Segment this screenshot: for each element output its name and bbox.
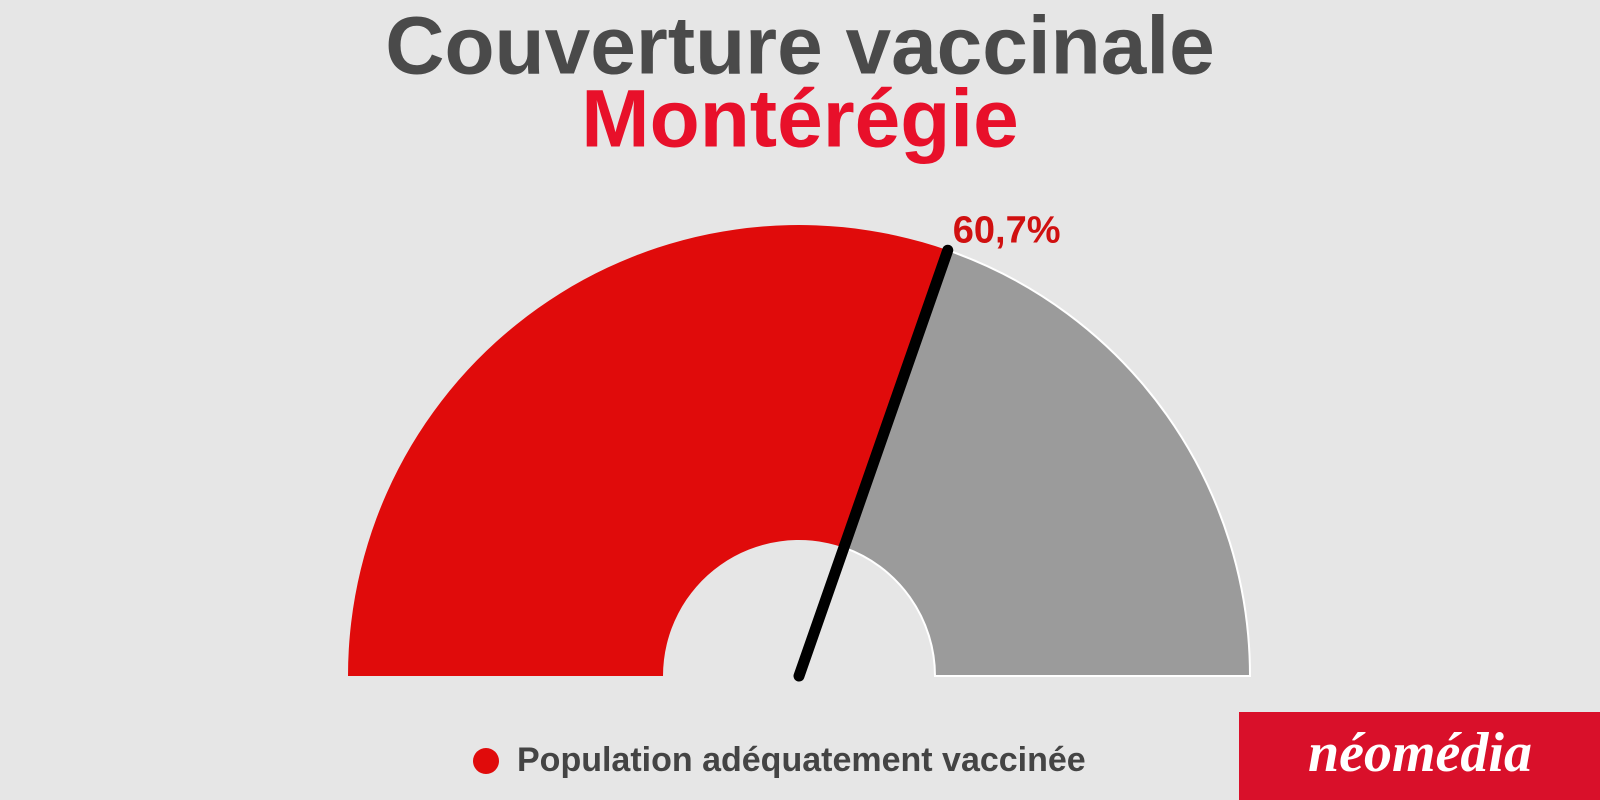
chart-subtitle: Montérégie [581,74,1018,165]
chart-title: Couverture vaccinale [385,1,1215,92]
value-label: 60,7% [953,209,1061,251]
logo: néomédia [1308,722,1532,784]
logo-box [1239,712,1600,800]
legend-marker [473,748,499,774]
legend-label: Population adéquatement vaccinée [517,741,1086,779]
needle [793,244,954,682]
gauge-rest [842,248,1252,677]
gauge-value [348,225,948,676]
